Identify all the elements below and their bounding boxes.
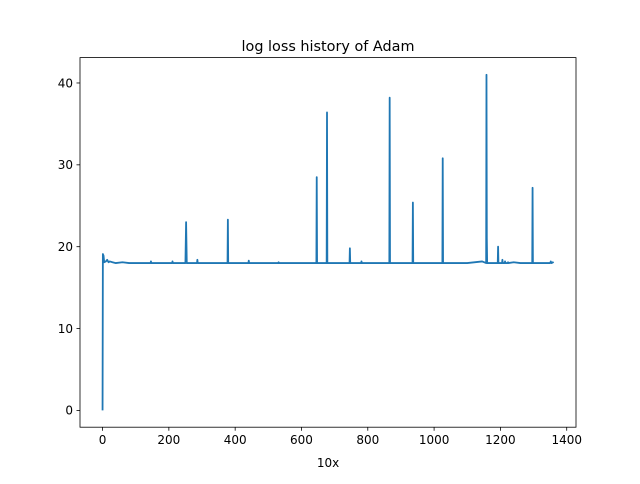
y-tick-label: 40	[58, 76, 73, 90]
x-tick-label: 600	[290, 433, 313, 447]
y-tick-label: 20	[58, 240, 73, 254]
x-tick-label: 1200	[485, 433, 516, 447]
plot-frame	[79, 57, 577, 428]
y-axis: 0 10 20 30 40	[58, 76, 80, 418]
x-axis: 0 200 400 600 800 1000 1200 1400	[99, 427, 582, 447]
y-tick-label: 30	[58, 158, 73, 172]
chart-title: log loss history of Adam	[242, 39, 415, 55]
x-axis-label: 10x	[317, 456, 339, 470]
x-tick-label: 1000	[419, 433, 450, 447]
y-tick-label: 0	[65, 404, 73, 418]
plot-area	[101, 73, 555, 411]
x-tick-label: 1400	[551, 433, 582, 447]
series-line-0	[101, 73, 555, 411]
x-tick-label: 0	[99, 433, 107, 447]
x-tick-label: 200	[157, 433, 180, 447]
y-tick-label: 10	[58, 322, 73, 336]
x-tick-label: 800	[356, 433, 379, 447]
x-tick-label: 400	[224, 433, 247, 447]
